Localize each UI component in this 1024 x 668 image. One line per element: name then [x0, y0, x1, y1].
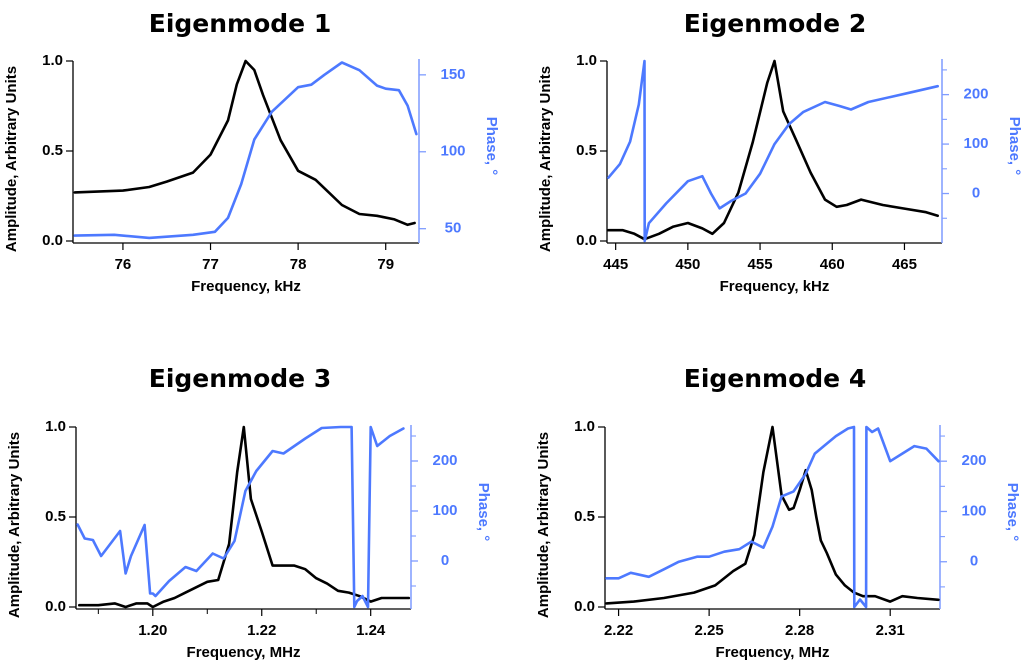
- y2-tick-label: 150: [440, 66, 465, 83]
- y2-tick-label: 100: [963, 135, 988, 152]
- y-axis-label: Amplitude, Arbitrary Units: [6, 432, 23, 618]
- y-tick-label: 0.0: [42, 232, 63, 249]
- x-tick-label: 2.28: [785, 622, 814, 639]
- phase-series-line: [73, 61, 418, 240]
- panel-eigenmode-2: Eigenmode 2 0.0 0.5 1.0 445 450 455 460 465 0 100 2…: [537, 9, 1023, 295]
- x-axis-label: Frequency, kHz: [720, 278, 830, 295]
- x-tick-label: 1.20: [138, 622, 167, 639]
- y-tick-label: 0.5: [45, 508, 66, 525]
- x-axis-label: Frequency, kHz: [191, 278, 301, 295]
- y-tick-label: 1.0: [45, 418, 66, 435]
- y-tick-label: 1.0: [42, 52, 63, 69]
- chart-title: Eigenmode 3: [149, 364, 331, 393]
- chart-title: Eigenmode 1: [149, 9, 331, 38]
- amplitude-series-line: [607, 59, 939, 241]
- chart-title: Eigenmode 2: [684, 9, 866, 38]
- y2-tick-label: 0: [970, 553, 978, 570]
- x-axis-label: Frequency, MHz: [716, 644, 830, 661]
- y-axis-label: Amplitude, Arbitrary Units: [535, 432, 552, 618]
- x-tick-label: 79: [377, 256, 394, 273]
- x-tick-label: 1.22: [247, 622, 276, 639]
- y-tick-label: 0.0: [574, 598, 595, 615]
- y-axis-label: Amplitude, Arbitrary Units: [3, 66, 20, 252]
- y2-axis-label: Phase, °: [1006, 117, 1023, 176]
- y2-tick-label: 0: [441, 552, 449, 569]
- x-tick-label: 2.25: [695, 622, 724, 639]
- y-tick-label: 0.5: [42, 142, 63, 159]
- y-tick-label: 0.5: [574, 508, 595, 525]
- y-axis-label: Amplitude, Arbitrary Units: [537, 66, 554, 252]
- x-tick-label: 465: [892, 256, 917, 273]
- panel-eigenmode-1: Eigenmode 1 0.0 0.5 1.0 76 77 78 79 50 100 150 Freq…: [3, 9, 500, 295]
- y2-tick-label: 0: [972, 184, 980, 201]
- y2-tick-label: 100: [440, 143, 465, 160]
- y2-axis-label: Phase, °: [1004, 483, 1021, 542]
- x-tick-label: 450: [675, 256, 700, 273]
- x-tick-label: 460: [820, 256, 845, 273]
- y2-tick-label: 200: [961, 452, 986, 469]
- y2-tick-label: 50: [445, 220, 462, 237]
- x-tick-label: 1.24: [356, 622, 386, 639]
- phase-series-line: [76, 425, 405, 609]
- amplitude-series-line: [73, 59, 416, 227]
- phase-series-line: [605, 425, 940, 609]
- y2-tick-label: 100: [961, 502, 986, 519]
- x-tick-label: 78: [290, 256, 307, 273]
- x-tick-label: 445: [603, 256, 628, 273]
- y-tick-label: 1.0: [574, 418, 595, 435]
- y-tick-label: 0.5: [576, 142, 597, 159]
- x-tick-label: 76: [115, 256, 132, 273]
- panel-eigenmode-3: Eigenmode 3 0.0 0.5 1.0 1.20 1.22 1.24 0 100 200 F…: [6, 364, 492, 661]
- x-tick-label: 77: [202, 256, 219, 273]
- y2-axis-label: Phase, °: [475, 483, 492, 542]
- y2-axis-label: Phase, °: [483, 117, 500, 176]
- amplitude-series-line: [78, 425, 411, 609]
- x-tick-label: 2.22: [604, 622, 633, 639]
- y2-tick-label: 200: [963, 86, 988, 103]
- x-tick-label: 2.31: [876, 622, 905, 639]
- y2-tick-label: 100: [432, 502, 457, 519]
- y-tick-label: 0.0: [45, 598, 66, 615]
- y-tick-label: 1.0: [576, 52, 597, 69]
- x-tick-label: 455: [748, 256, 773, 273]
- phase-series-line: [607, 59, 939, 243]
- panel-eigenmode-4: Eigenmode 4 0.0 0.5 1.0 2.22 2.25 2.28 2.31 0 100…: [535, 364, 1021, 661]
- y-tick-label: 0.0: [576, 232, 597, 249]
- y2-tick-label: 200: [432, 452, 457, 469]
- chart-title: Eigenmode 4: [684, 364, 866, 393]
- x-axis-label: Frequency, MHz: [187, 644, 301, 661]
